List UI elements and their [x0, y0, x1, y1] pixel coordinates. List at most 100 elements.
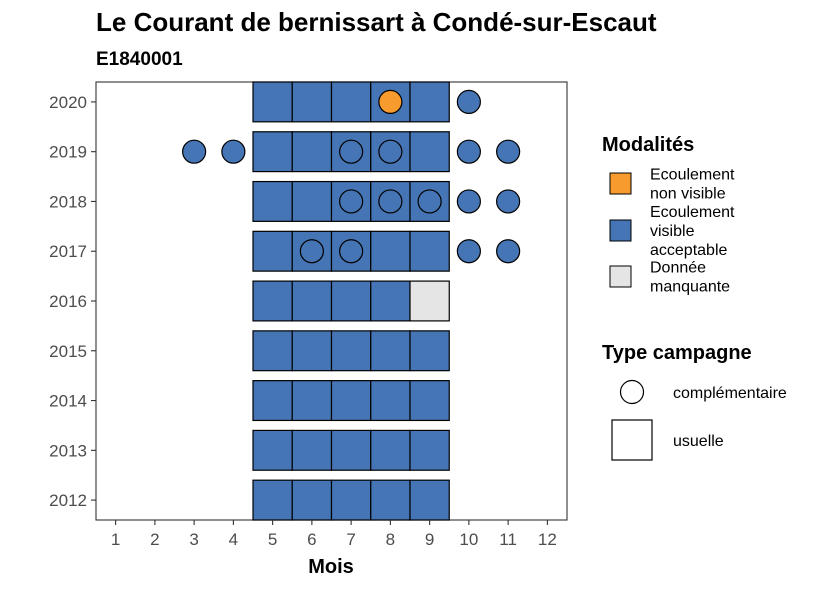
x-axis-title: Mois [308, 556, 354, 578]
y-tick-label: 2018 [49, 192, 87, 211]
x-tick-label: 10 [459, 530, 478, 549]
complementaire-points [182, 89, 521, 264]
legend-label-donnee_manquante: manquante [650, 279, 730, 296]
y-tick-label: 2015 [49, 342, 87, 361]
tile-2014-6 [291, 380, 333, 422]
tile-2015-8 [370, 330, 411, 372]
tile-2016-5 [252, 280, 293, 322]
tile-2014-5 [252, 380, 293, 422]
point-2018-7 [339, 189, 364, 214]
point-2018-8 [378, 189, 403, 214]
point-2019-3 [182, 139, 207, 164]
legend-label-complementaire: complémentaire [673, 385, 787, 402]
x-tick-label: 3 [189, 530, 198, 549]
tile-2012-5 [252, 479, 293, 521]
tile-2013-9 [409, 429, 450, 471]
tile-2013-6 [291, 429, 333, 471]
tile-2015-6 [291, 330, 333, 372]
point-2019-8 [378, 139, 403, 164]
tile-2020-6 [291, 81, 333, 123]
legend-label-usuelle: usuelle [673, 433, 724, 450]
legend-label-ecoulement_non_visible: Ecoulement [650, 167, 735, 184]
tile-2017-5 [252, 230, 293, 272]
tile-2015-7 [330, 330, 372, 372]
x-tick-label: 5 [268, 530, 277, 549]
point-2018-11 [496, 189, 521, 214]
point-2020-10 [456, 89, 481, 115]
point-2019-4 [221, 139, 246, 164]
tile-2016-7 [330, 280, 372, 322]
tile-2020-9 [409, 81, 450, 123]
point-2017-11 [496, 239, 521, 264]
tile-2020-5 [252, 81, 293, 123]
legend-key-complementaire [619, 379, 645, 405]
legend-key-ecoulement_non_visible [609, 172, 632, 195]
tile-2013-5 [252, 429, 293, 471]
legend-key-ecoulement_visible_acceptable [609, 219, 632, 242]
x-tick-label: 8 [386, 530, 395, 549]
legend-key-usuelle [611, 419, 653, 461]
point-2018-10 [456, 189, 481, 214]
tile-2019-5 [252, 131, 293, 173]
tile-2013-8 [370, 429, 411, 471]
tile-2019-9 [409, 131, 450, 173]
y-tick-label: 2019 [49, 143, 87, 162]
legend-key-donnee_manquante [609, 265, 632, 288]
x-tick-label: 2 [150, 530, 159, 549]
x-tick-label: 1 [111, 530, 120, 549]
legend-label-ecoulement_non_visible: non visible [650, 186, 726, 203]
point-2019-11 [496, 139, 521, 164]
legend-title-modalites: Modalités [602, 134, 694, 156]
legend-label-ecoulement_visible_acceptable: Ecoulement [650, 204, 735, 221]
chart-subtitle: E1840001 [96, 49, 183, 70]
x-tick-label: 11 [499, 530, 517, 549]
legend-label-ecoulement_visible_acceptable: visible [650, 223, 695, 240]
tile-2014-9 [409, 380, 450, 422]
tile-2015-9 [409, 330, 450, 372]
tile-2018-5 [252, 180, 293, 222]
tile-2017-9 [409, 230, 450, 272]
usuelle-tiles [252, 81, 450, 521]
point-2019-7 [339, 139, 364, 164]
tile-2017-8 [370, 230, 411, 272]
tile-2013-7 [330, 429, 372, 471]
tile-2012-6 [291, 479, 333, 521]
point-2017-6 [299, 239, 324, 264]
x-tick-label: 9 [425, 530, 434, 549]
tile-2012-7 [330, 479, 372, 521]
tile-2019-6 [291, 131, 333, 173]
legend-label-ecoulement_visible_acceptable: acceptable [650, 242, 727, 259]
tile-2015-5 [252, 330, 293, 372]
legend-label-donnee_manquante: Donnée [650, 260, 706, 277]
y-tick-label: 2020 [49, 93, 87, 112]
tile-2014-7 [330, 380, 372, 422]
tile-2016-9 [409, 280, 450, 322]
point-2020-8 [378, 89, 403, 115]
y-axis: 2012 2013 2014 2015 2016 2017 2018 2019 2020 [49, 93, 96, 510]
y-tick-label: 2012 [49, 491, 87, 510]
x-tick-label: 4 [229, 530, 238, 549]
point-2019-10 [456, 139, 481, 164]
tile-2014-8 [370, 380, 411, 422]
tile-2016-8 [370, 280, 411, 322]
point-2017-10 [456, 239, 481, 264]
point-2017-7 [339, 239, 364, 264]
x-tick-label: 12 [538, 530, 557, 549]
point-2018-9 [417, 189, 442, 214]
y-tick-label: 2013 [49, 441, 87, 460]
y-tick-label: 2014 [49, 392, 87, 411]
chart-title: Le Courant de bernissart à Condé-sur-Esc… [96, 7, 657, 37]
tile-2020-7 [330, 81, 372, 123]
tile-2012-9 [409, 479, 450, 521]
y-tick-label: 2017 [49, 242, 87, 261]
y-tick-label: 2016 [49, 292, 87, 311]
x-axis: 1 2 3 4 5 6 7 8 9 10 11 12 [111, 520, 557, 549]
x-tick-label: 7 [346, 530, 355, 549]
tile-2018-6 [291, 180, 333, 222]
tile-2012-8 [370, 479, 411, 521]
legend-title-campagne: Type campagne [602, 342, 752, 364]
x-tick-label: 6 [307, 530, 316, 549]
tile-2016-6 [291, 280, 333, 322]
